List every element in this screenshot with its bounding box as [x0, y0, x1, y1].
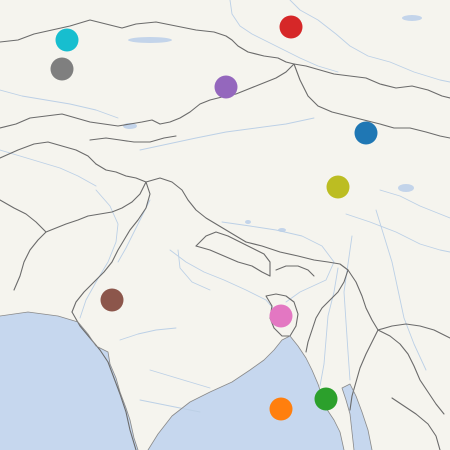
river-krishna	[139, 399, 201, 413]
border-tajik-afghan	[95, 163, 147, 183]
marker-brown[interactable]	[100, 288, 124, 312]
border-pakistan-india	[71, 181, 151, 313]
border-china-india-west	[145, 177, 247, 243]
lakes	[123, 15, 422, 232]
lake-balkhash	[128, 37, 172, 43]
river-brahmaputra	[221, 221, 335, 303]
country-borders	[0, 19, 450, 450]
border-india-coast	[71, 311, 137, 450]
river-indus	[79, 189, 119, 319]
border-myanmar-thailand	[349, 329, 379, 411]
border-russia-mongolia	[293, 63, 450, 99]
river-narmada	[119, 327, 177, 341]
marker-green[interactable]	[314, 387, 338, 411]
markers	[50, 15, 378, 421]
river-salween	[343, 235, 353, 381]
border-kyrgyzstan-tajikistan	[89, 135, 177, 143]
river-amu	[0, 149, 97, 187]
river-ganges	[169, 249, 279, 315]
marker-olive[interactable]	[326, 175, 350, 199]
marker-cyan[interactable]	[55, 28, 79, 52]
marker-orange[interactable]	[269, 397, 293, 421]
border-india-myanmar	[305, 269, 349, 353]
river-syr	[0, 89, 119, 119]
border-laos	[377, 329, 445, 415]
river-irrawaddy	[319, 267, 339, 387]
rivers	[0, 0, 450, 413]
coast-andaman	[341, 383, 373, 450]
marker-purple[interactable]	[214, 75, 238, 99]
border-mongolia-china	[293, 63, 450, 139]
lake-tibet-2	[245, 220, 251, 224]
border-china-vietnam	[377, 323, 450, 339]
marker-red[interactable]	[279, 15, 303, 39]
border-bhutan	[275, 265, 315, 277]
lake-tonle	[402, 15, 422, 21]
river-mekong	[375, 209, 427, 371]
border-thailand-cambodia	[391, 397, 441, 450]
border-nepal-north	[195, 231, 271, 277]
border-kazakhstan-south	[0, 113, 161, 129]
river-irtysh	[229, 0, 339, 73]
border-afghan-pakistan	[13, 181, 147, 291]
lake-qinghai	[398, 184, 414, 192]
border-russia-kazakhstan	[0, 19, 295, 65]
river-yellow	[379, 189, 450, 219]
coast-west-india	[0, 311, 139, 450]
border-iran-afghan	[0, 199, 47, 233]
river-tarim	[139, 117, 315, 151]
river-ob	[289, 0, 450, 83]
border-myanmar-china	[347, 269, 379, 331]
marker-gray[interactable]	[50, 57, 74, 81]
river-godavari	[149, 369, 211, 389]
border-china-ne-india	[245, 241, 349, 271]
marker-blue[interactable]	[354, 121, 378, 145]
river-yamuna	[177, 249, 211, 291]
river-yangtze	[345, 213, 450, 253]
border-uzbek-turkmen	[0, 141, 97, 165]
border-nepal	[195, 245, 271, 277]
marker-pink[interactable]	[269, 304, 293, 328]
